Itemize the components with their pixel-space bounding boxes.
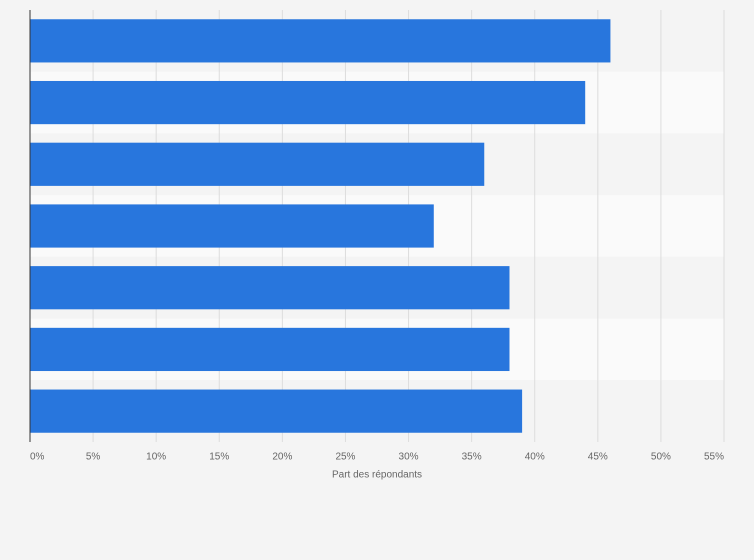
bar [30, 19, 611, 63]
bar [30, 142, 485, 186]
x-tick-label: 55% [704, 452, 724, 463]
x-tick-label: 50% [651, 452, 671, 463]
x-tick-label: 20% [272, 452, 292, 463]
x-tick-label: 30% [399, 452, 419, 463]
x-tick-label: 25% [335, 452, 355, 463]
x-tick-label: 10% [146, 452, 166, 463]
x-tick-label: 35% [462, 452, 482, 463]
bar [30, 327, 510, 372]
bar [30, 389, 523, 433]
x-axis-label: Part des répondants [332, 470, 422, 481]
bar [30, 80, 586, 125]
x-tick-label: 5% [86, 452, 101, 463]
x-tick-label: 15% [209, 452, 229, 463]
x-tick-label: 40% [525, 452, 545, 463]
bar [30, 204, 434, 248]
x-tick-label: 0% [30, 452, 45, 463]
x-tick-label: 45% [588, 452, 608, 463]
bar [30, 266, 510, 310]
